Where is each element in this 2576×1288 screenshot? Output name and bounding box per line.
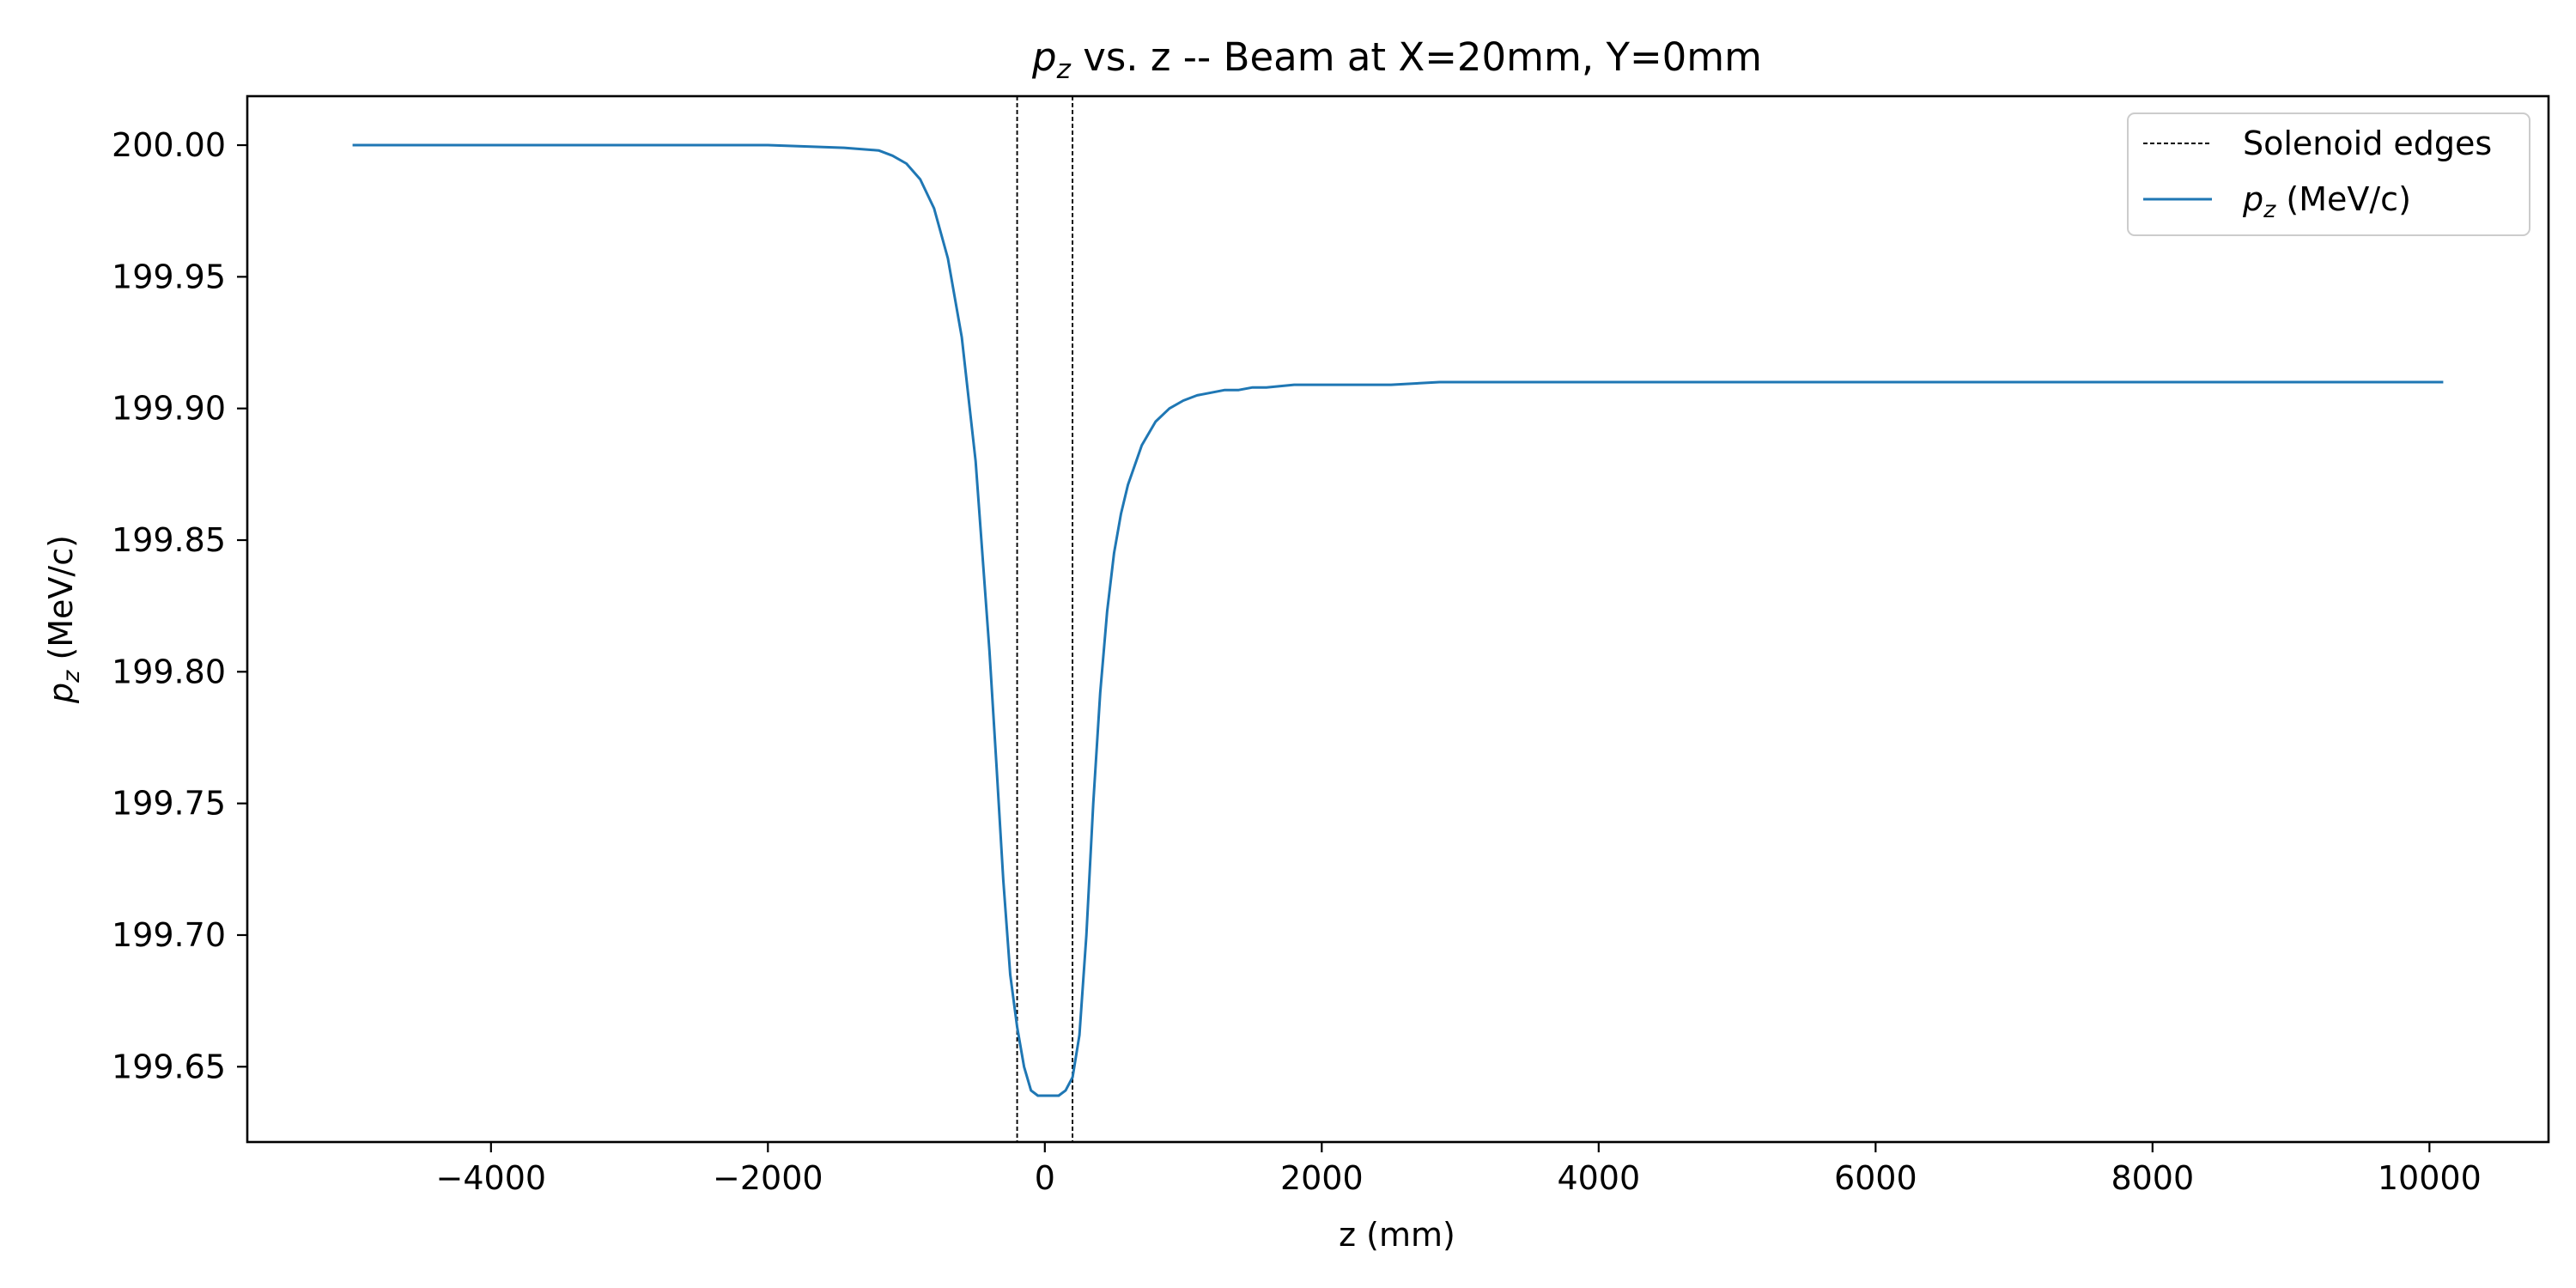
x-tick-label: −4000: [436, 1159, 547, 1197]
series-line-pz: [352, 143, 2444, 1097]
x-tick-label: 6000: [1834, 1159, 1917, 1197]
y-tick-label: 199.75: [112, 785, 226, 823]
x-axis-ticks: −4000 −2000 0 2000 4000 6000 8000 10000: [436, 1142, 2482, 1197]
legend-label-solenoid-edges: Solenoid edges: [2243, 125, 2492, 162]
y-tick-label: 199.90: [112, 390, 226, 428]
legend: Solenoid edges pz (MeV/c): [2127, 112, 2530, 236]
y-axis-label: pz (MeV/c): [42, 535, 85, 704]
y-tick-label: 199.80: [112, 653, 226, 690]
title-symbol: p: [1031, 34, 1057, 80]
x-tick-label: 0: [1035, 1159, 1055, 1197]
x-tick-label: 8000: [2111, 1159, 2194, 1197]
y-tick-label: 199.65: [112, 1048, 226, 1085]
legend-pz-symbol: p: [2242, 180, 2263, 218]
legend-label-pz: pz (MeV/c): [2242, 180, 2411, 223]
x-tick-label: 10000: [2378, 1159, 2482, 1197]
x-tick-label: 4000: [1557, 1159, 1640, 1197]
x-tick-label: 2000: [1280, 1159, 1364, 1197]
y-label-units: (MeV/c): [42, 535, 80, 671]
y-tick-label: 199.85: [112, 521, 226, 559]
y-axis-ticks: 200.00 199.95 199.90 199.85 199.80 199.75 199.…: [112, 126, 247, 1085]
y-tick-label: 199.70: [112, 916, 226, 954]
legend-pz-subscript: z: [2263, 197, 2276, 223]
y-tick-label: 199.95: [112, 258, 226, 295]
legend-box: [2127, 112, 2530, 236]
plot-frame: [246, 94, 2550, 1144]
title-text: vs. z -- Beam at X=20mm, Y=0mm: [1071, 34, 1762, 80]
x-tick-label: −2000: [713, 1159, 823, 1197]
y-label-subscript: z: [58, 670, 85, 683]
x-axis-label: z (mm): [1339, 1216, 1455, 1254]
solenoid-edge-lines: [1016, 96, 1074, 1142]
series-layer: [352, 143, 2444, 1097]
y-label-symbol: p: [42, 683, 80, 704]
title-subscript: z: [1056, 54, 1072, 85]
legend-pz-units: (MeV/c): [2275, 180, 2411, 218]
chart-title: pz vs. z -- Beam at X=20mm, Y=0mm: [1031, 34, 1762, 85]
y-tick-label: 200.00: [112, 126, 226, 164]
